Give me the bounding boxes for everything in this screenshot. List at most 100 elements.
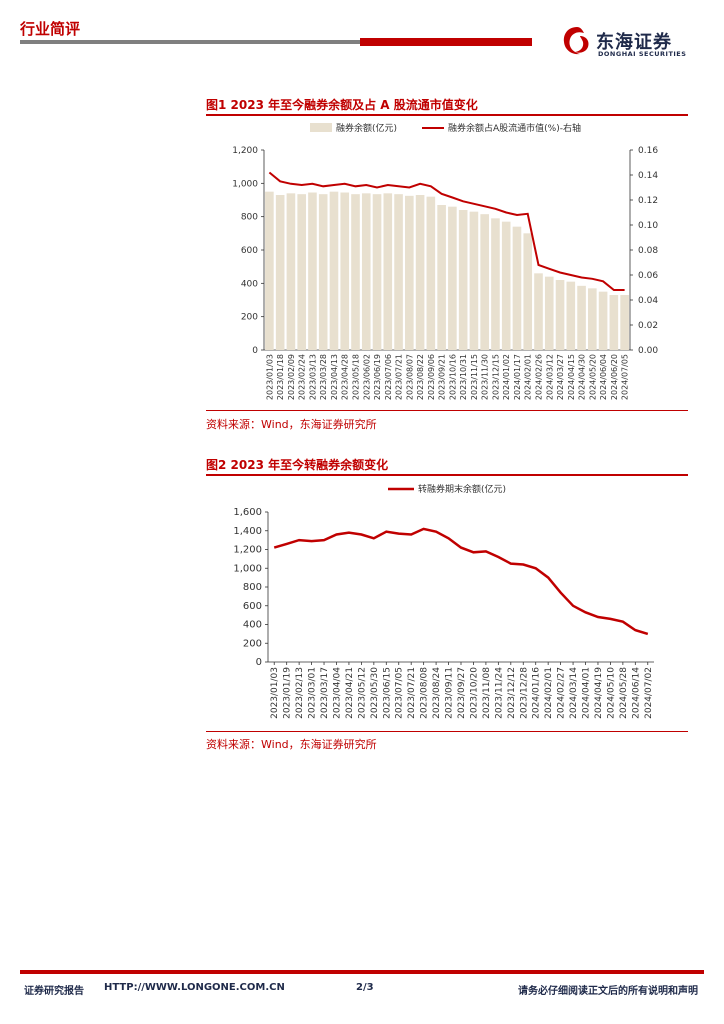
footer-bar — [20, 970, 704, 974]
figure1-bottom-rule — [206, 410, 688, 411]
x-tick-label: 2023/05/18 — [352, 354, 361, 400]
x-tick-label: 2023/03/17 — [320, 667, 330, 719]
x-tick-label: 2024/02/26 — [535, 354, 544, 400]
bar — [523, 233, 533, 350]
x-tick-label: 2023/10/31 — [459, 354, 468, 400]
figure2-top-rule — [206, 474, 688, 476]
y-tick-label-left: 200 — [241, 313, 258, 323]
footer-report-type: 证券研究报告 — [24, 986, 84, 997]
bar — [361, 193, 371, 350]
x-tick-label: 2023/02/13 — [295, 667, 305, 719]
bar — [458, 210, 468, 350]
x-tick-label: 2024/07/02 — [644, 667, 654, 719]
x-tick-label: 2023/04/13 — [330, 354, 339, 400]
bar — [469, 211, 479, 350]
x-tick-label: 2023/10/20 — [470, 667, 480, 719]
x-tick-label: 2024/04/15 — [567, 354, 576, 400]
x-tick-label: 2023/06/19 — [373, 354, 382, 400]
y-tick-label-right: 0.16 — [638, 146, 658, 156]
legend-label-line: 转融券期末余额(亿元) — [418, 483, 506, 495]
y-tick-label-right: 0.02 — [638, 321, 658, 331]
y-tick-label-left: 600 — [241, 246, 258, 256]
x-tick-label: 2023/11/24 — [494, 667, 504, 719]
x-tick-label: 2023/12/15 — [491, 354, 500, 400]
y-tick-label-left: 1,200 — [232, 146, 258, 156]
y-tick-label-right: 0.04 — [638, 296, 658, 306]
x-tick-label: 2023/06/02 — [362, 354, 371, 400]
y-tick-label: 1,000 — [233, 563, 262, 574]
y-tick-label: 1,400 — [233, 526, 262, 537]
figure2-source: 资料来源：Wind，东海证券研究所 — [206, 738, 377, 751]
x-tick-label: 2024/05/10 — [606, 667, 616, 719]
x-tick-label: 2023/12/28 — [519, 667, 529, 719]
bar — [577, 285, 586, 350]
x-tick-label: 2024/01/16 — [532, 667, 542, 719]
x-tick-label: 2023/08/22 — [416, 354, 425, 400]
y-tick-label: 200 — [243, 638, 262, 649]
x-tick-label: 2023/03/28 — [319, 354, 328, 400]
bar — [329, 191, 339, 350]
y-tick-label-right: 0.12 — [638, 196, 658, 206]
x-tick-label: 2023/08/07 — [405, 354, 414, 400]
x-tick-label: 2023/01/03 — [265, 354, 274, 400]
x-tick-label: 2023/01/19 — [283, 667, 293, 719]
x-tick-label: 2023/12/12 — [507, 667, 517, 719]
x-tick-label: 2024/01/02 — [502, 354, 511, 400]
bar — [620, 295, 629, 350]
bar — [340, 192, 350, 350]
x-tick-label: 2023/06/15 — [382, 667, 392, 719]
y-tick-label: 0 — [256, 657, 262, 668]
legend-label-bars: 融券余额(亿元) — [336, 122, 397, 134]
y-tick-label-left: 0 — [252, 346, 258, 356]
x-tick-label: 2023/07/21 — [395, 354, 404, 400]
x-tick-label: 2023/03/01 — [308, 667, 318, 719]
bar — [415, 195, 425, 350]
x-tick-label: 2024/06/04 — [599, 354, 608, 400]
x-tick-label: 2023/02/24 — [298, 354, 307, 400]
bar — [394, 194, 403, 350]
bar — [383, 193, 393, 350]
x-tick-label: 2024/04/19 — [594, 667, 604, 719]
y-tick-label: 800 — [243, 582, 262, 593]
header-accent-bar — [360, 38, 532, 46]
figure2-title: 图2 2023 年至今转融券余额变化 — [206, 458, 389, 472]
x-tick-label: 2023/07/21 — [407, 667, 417, 719]
figure1-chart: 融券余额(亿元) 融券余额占A股流通市值(%)-右轴 0 200 400 600 800 1,… — [232, 122, 658, 400]
x-tick-label: 2023/09/21 — [438, 354, 447, 400]
bar — [609, 295, 619, 350]
bar — [544, 276, 554, 350]
logo-subtext: DONGHAI SECURITIES — [598, 50, 687, 58]
bar — [588, 288, 597, 350]
bar — [275, 195, 285, 350]
section-title: 行业简评 — [20, 20, 81, 38]
x-tick-label: 2023/10/16 — [448, 354, 457, 400]
bar — [297, 194, 306, 350]
x-tick-label: 2023/08/08 — [420, 667, 430, 719]
y-tick-label-right: 0.00 — [638, 346, 658, 356]
x-tick-label: 2023/09/27 — [457, 667, 467, 719]
bar — [372, 194, 382, 350]
y-tick-label-right: 0.14 — [638, 171, 658, 181]
x-tick-label: 2023/01/03 — [270, 667, 280, 719]
x-tick-label: 2024/01/17 — [513, 354, 522, 400]
logo-text: 东海证券 — [596, 32, 672, 53]
x-tick-label: 2024/04/30 — [578, 354, 587, 400]
header-divider — [20, 40, 360, 44]
x-tick-label: 2023/11/30 — [481, 354, 490, 400]
x-tick-label: 2023/04/04 — [333, 667, 343, 719]
footer-url[interactable]: HTTP://WWW.LONGONE.COM.CN — [104, 982, 285, 993]
footer-disclaimer: 请务必仔细阅读正文后的所有说明和声明 — [518, 986, 698, 997]
x-tick-label: 2023/11/15 — [470, 354, 479, 400]
y-tick-label-left: 400 — [241, 279, 258, 289]
y-tick-label-left: 1,000 — [232, 179, 258, 189]
bar — [405, 195, 414, 350]
bar — [351, 194, 360, 350]
x-tick-label: 2023/02/09 — [287, 354, 296, 400]
bar — [512, 226, 522, 350]
bar — [555, 280, 565, 350]
series-line — [268, 171, 625, 291]
x-tick-label: 2024/02/27 — [557, 667, 567, 719]
bar — [480, 214, 489, 350]
y-tick-label: 400 — [243, 620, 262, 631]
bar — [437, 205, 446, 350]
